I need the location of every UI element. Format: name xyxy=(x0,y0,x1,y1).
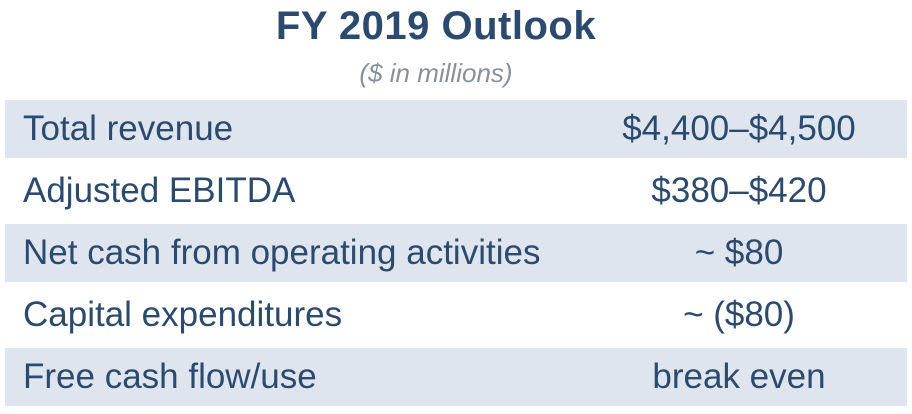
outlook-header: FY 2019 Outlook ($ in millions) xyxy=(0,0,912,100)
row-label: Adjusted EBITDA xyxy=(23,171,296,210)
units-subtitle: ($ in millions) xyxy=(359,58,513,88)
table-row-free-cash-flow: Free cash flow/use break even xyxy=(5,348,907,406)
row-label: Free cash flow/use xyxy=(23,357,317,396)
row-value: ~ $80 xyxy=(694,233,784,272)
table-row-adjusted-ebitda: Adjusted EBITDA $380–$420 xyxy=(5,162,907,220)
row-label: Capital expenditures xyxy=(23,295,343,334)
row-value: ~ ($80) xyxy=(683,295,795,334)
row-value: $380–$420 xyxy=(651,171,827,210)
outlook-table: Total revenue $4,400–$4,500 Adjusted EBI… xyxy=(5,100,907,406)
table-row-net-cash-operating: Net cash from operating activities ~ $80 xyxy=(5,224,907,282)
page-title: FY 2019 Outlook xyxy=(275,4,597,48)
row-label: Net cash from operating activities xyxy=(23,233,541,272)
table-row-capital-expenditures: Capital expenditures ~ ($80) xyxy=(5,286,907,344)
table-row-total-revenue: Total revenue $4,400–$4,500 xyxy=(5,100,907,158)
row-value: break even xyxy=(652,357,826,396)
row-label: Total revenue xyxy=(23,109,234,148)
row-value: $4,400–$4,500 xyxy=(622,109,856,148)
